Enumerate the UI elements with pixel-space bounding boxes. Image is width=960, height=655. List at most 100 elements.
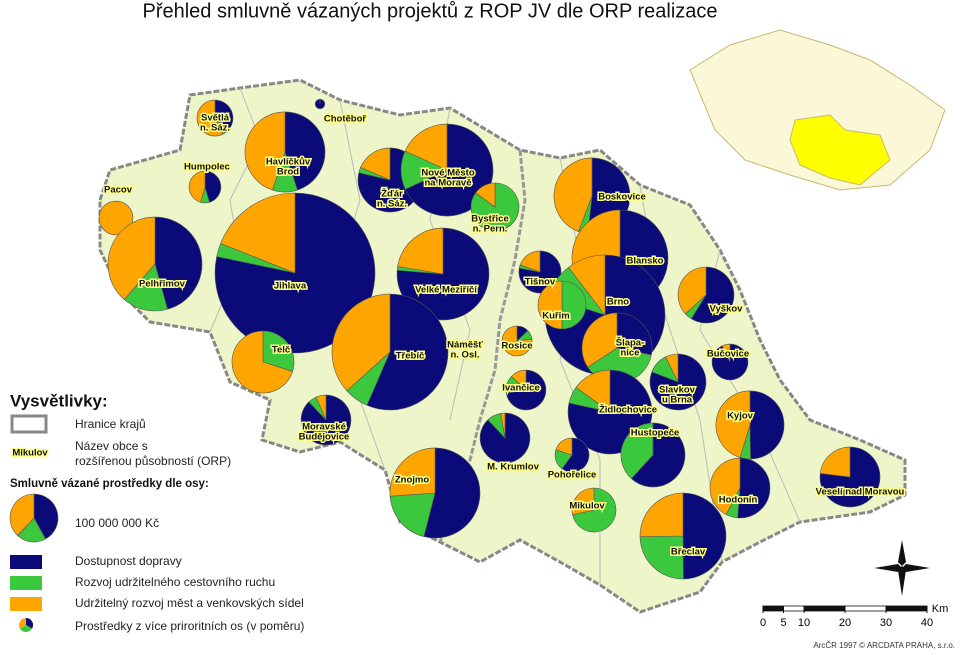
pie-slice [366, 293, 449, 411]
town-label: Budějovice [299, 432, 350, 443]
pie-slice [537, 280, 563, 330]
pie-slice [397, 227, 444, 275]
scale-segment [844, 605, 887, 612]
pie-slice [284, 111, 326, 191]
town-label: Světlá [201, 113, 230, 124]
town-label: Boskovice [598, 192, 646, 203]
town-label: Pelhřimov [139, 279, 186, 290]
pie-slice [331, 293, 391, 392]
pie-slice [639, 492, 684, 537]
town-label: u Brna [662, 395, 693, 406]
town-label: Šlapa- [616, 337, 645, 349]
pie-slice [616, 312, 653, 356]
pie-slice [404, 123, 448, 171]
legend-title: Vysvětlivky: [10, 391, 108, 410]
town-label: Telč [272, 345, 290, 356]
town-label: n. Pern. [473, 224, 508, 235]
compass [874, 540, 930, 596]
town-label: Slavkov [659, 385, 696, 396]
pie-slice [315, 394, 327, 421]
town-label: Tišnov [525, 277, 556, 288]
town-label: na Moravě [425, 178, 472, 189]
town-label: Žďár [381, 188, 403, 200]
legend: Vysvětlivky: Hranice krajů Mikulov Název… [9, 391, 304, 633]
pie-slice [214, 99, 234, 133]
legend-mixed-icon [19, 625, 33, 633]
pie-slice [511, 369, 527, 391]
pie-slice [690, 266, 735, 324]
legend-label: Rozvoj udržitelného cestovního ruchu [75, 575, 275, 589]
town-label: Židlochovice [599, 404, 657, 416]
town-label: Brod [277, 167, 299, 178]
pie-slice [682, 492, 727, 580]
legend-label: Dostupnost dopravy [75, 554, 182, 568]
pie-slice [819, 446, 881, 508]
pie-slice [196, 99, 224, 137]
town-label: n. Sáz. [377, 199, 407, 210]
scale-label: 10 [798, 617, 810, 629]
pie-slice [360, 147, 391, 181]
pie-slice [33, 493, 59, 540]
legend-label: Udržitelný rozvoj měst a venkovských síd… [75, 596, 304, 610]
legend-label: Název obce s [75, 439, 148, 453]
town-label: Moravské [302, 422, 346, 433]
town-label: nice [620, 348, 639, 359]
legend-swatch [10, 597, 42, 611]
town-label: Kuřim [542, 311, 569, 322]
town-label: Hodonín [719, 495, 758, 506]
pie-slice [639, 535, 684, 580]
pie-slice [568, 254, 606, 316]
pie-slice [475, 182, 496, 208]
pie-slice [389, 492, 436, 537]
pie-slice [620, 422, 654, 480]
town-label: Pohořelice [548, 470, 597, 481]
scale-segment [762, 605, 784, 612]
town-label: Nové Město [421, 168, 475, 179]
pie-slice [555, 437, 573, 456]
town-label: Humpolec [184, 162, 230, 173]
pie-slice [98, 200, 134, 236]
town-label: Brno [607, 297, 629, 308]
pie-slice [123, 263, 168, 312]
pie-slice [571, 487, 595, 516]
town-label: n. Sáz. [200, 123, 230, 134]
pie-slice [154, 216, 203, 310]
pie-slice [737, 457, 771, 519]
pie-slice [188, 170, 206, 203]
scale-label: 20 [839, 617, 851, 629]
town-label: Velké Meziříčí [415, 285, 477, 296]
pie-slice [749, 390, 785, 460]
border-swatch [10, 414, 48, 434]
town-label: Rosice [501, 341, 532, 352]
town-label: Blansko [627, 256, 664, 267]
town-label: Bystřice [471, 214, 509, 225]
legend-mixed-icon [19, 618, 26, 629]
town-label: M. Krumlov [487, 462, 539, 473]
pie-slice [715, 390, 751, 458]
map-title: Přehled smluvně vázaných projektů z ROP … [142, 0, 717, 22]
town-label: Ivančice [502, 383, 540, 394]
pie-slice [389, 447, 436, 497]
legend-mixed-icon [26, 618, 34, 629]
legend-subtitle: Smluvně vázané prostředky dle osy: [10, 478, 209, 490]
credit: ArcČR 1997 © ARCDATA PRAHA, s.r.o. [813, 641, 955, 650]
town-label: Náměšť [447, 340, 483, 351]
legend-sample-town: Mikulov [12, 448, 48, 459]
pie-slice [677, 266, 707, 315]
legend-label: Prostředky z více priroritních os (v pom… [75, 619, 304, 633]
town-label: Třebíč [396, 351, 425, 362]
pie-slice [721, 343, 731, 363]
inset-map [689, 29, 946, 191]
pie-slice [423, 447, 481, 539]
legend-label: rozšířenou působností (ORP) [75, 454, 231, 468]
pie-slice [819, 446, 851, 478]
scale-segment [885, 605, 928, 612]
pie-slice [107, 216, 156, 300]
town-label: Kyjov [727, 411, 754, 422]
pie-slice [553, 157, 593, 232]
pie-slice [262, 330, 295, 372]
legend-label: 100 000 000 Kč [75, 516, 159, 530]
scale-bar: Km 0 5 10 20 30 40 [760, 603, 948, 629]
pie-slice [244, 111, 286, 191]
